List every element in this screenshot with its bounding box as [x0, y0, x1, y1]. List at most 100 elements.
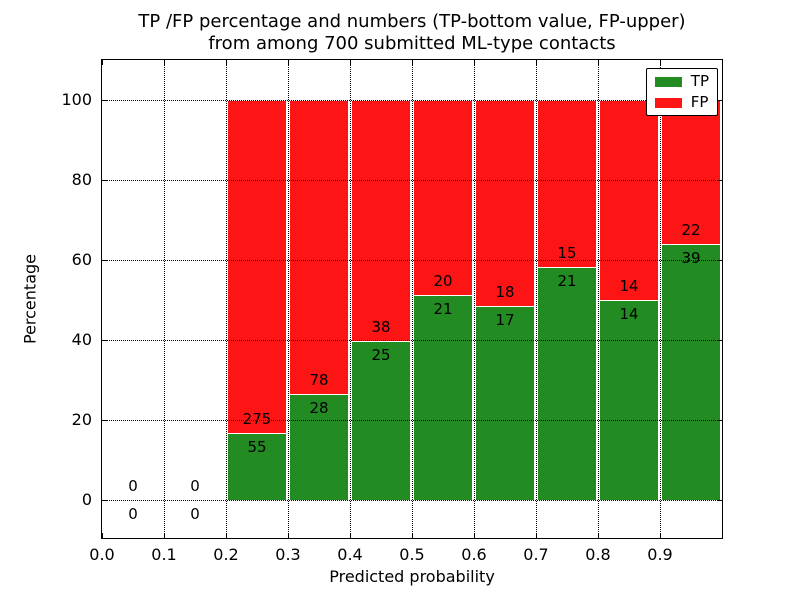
vertical-gridline [536, 60, 537, 538]
legend: TP FP [645, 68, 718, 116]
fp-count-label: 0 [190, 477, 200, 495]
legend-swatch-tp-icon [654, 76, 682, 87]
tp-count-label: 0 [190, 505, 200, 523]
x-tick-mark [411, 533, 413, 538]
fp-count-label: 14 [619, 277, 639, 295]
x-tick-mark [163, 533, 165, 538]
y-tick-mark [102, 179, 107, 181]
vertical-gridline [598, 60, 599, 538]
bar-segment-fp [661, 100, 721, 245]
y-tick-mark [102, 259, 107, 261]
x-tick-mark [101, 533, 103, 538]
x-tick-mark-top [473, 60, 475, 65]
tp-count-label: 28 [309, 399, 329, 418]
bar-segment-fp [599, 100, 659, 300]
y-tick-mark [102, 499, 107, 501]
legend-item-tp: TP [654, 72, 709, 90]
tp-count-label: 21 [557, 271, 577, 290]
chart-title-line2: from among 700 submitted ML-type contact… [208, 33, 616, 54]
y-tick-label: 80 [71, 170, 92, 190]
x-tick-mark-top [349, 60, 351, 65]
plot-area: 0 0 0 0 275 55 78 28 38 25 20 21 18 17 15 21 14 14 22 39 TP… [101, 59, 723, 539]
vertical-gridline [164, 60, 165, 538]
x-tick-mark-top [597, 60, 599, 65]
y-tick-mark-right [717, 99, 722, 101]
tp-count-label: 0 [128, 505, 138, 523]
bar-segment-fp [227, 100, 287, 434]
chart-title: TP /FP percentage and numbers (TP-bottom… [102, 11, 722, 55]
tp-count-label: 55 [247, 438, 267, 457]
bar-segment-fp [413, 100, 473, 296]
fp-count-label: 275 [242, 410, 272, 429]
x-tick-label: 0.4 [337, 545, 363, 564]
y-tick-mark-right [717, 499, 722, 501]
y-tick-label: 20 [71, 410, 92, 430]
y-tick-mark-right [717, 259, 722, 261]
y-tick-label: 60 [71, 250, 92, 270]
y-tick-mark-right [717, 339, 722, 341]
x-tick-mark-top [287, 60, 289, 65]
x-tick-label: 0.8 [585, 545, 611, 564]
tp-count-label: 17 [495, 310, 515, 329]
fp-count-label: 20 [433, 272, 453, 291]
fp-count-label: 38 [371, 318, 391, 337]
fp-count-label: 0 [128, 477, 138, 495]
legend-swatch-fp-icon [654, 97, 682, 108]
chart-title-line1: TP /FP percentage and numbers (TP-bottom… [138, 11, 686, 32]
y-tick-label: 0 [81, 490, 92, 510]
tp-count-label: 21 [433, 300, 453, 319]
bar-segment-tp [661, 244, 721, 500]
x-tick-mark [535, 533, 537, 538]
vertical-gridline [288, 60, 289, 538]
y-tick-mark [102, 339, 107, 341]
bar-segment-tp [537, 266, 597, 500]
x-tick-mark-top [535, 60, 537, 65]
bar-segment-fp [537, 100, 597, 267]
x-tick-label: 0.3 [275, 545, 301, 564]
tp-count-label: 14 [619, 305, 639, 323]
bar-segment-fp [289, 100, 349, 395]
x-tick-mark-top [225, 60, 227, 65]
fp-count-label: 15 [557, 243, 577, 262]
bar-segment-tp [475, 305, 535, 500]
bar-segment-fp [351, 100, 411, 342]
x-tick-label: 0.2 [213, 545, 239, 564]
vertical-gridline [474, 60, 475, 538]
bar-segment-fp [475, 100, 535, 306]
y-tick-mark-right [717, 179, 722, 181]
legend-item-fp: FP [654, 93, 709, 111]
tp-count-label: 25 [371, 346, 391, 365]
x-tick-label: 0.7 [523, 545, 549, 564]
bar-segment-tp [227, 433, 287, 500]
fp-count-label: 78 [309, 371, 329, 390]
bar-segment-tp [289, 394, 349, 500]
x-tick-mark [473, 533, 475, 538]
vertical-gridline [660, 60, 661, 538]
bar-segment-tp [599, 300, 659, 500]
legend-label-fp: FP [690, 93, 709, 111]
x-tick-mark-top [659, 60, 661, 65]
x-tick-label: 0.9 [647, 545, 673, 564]
bar-segment-tp [413, 295, 473, 500]
y-tick-mark-right [717, 419, 722, 421]
x-tick-label: 0.5 [399, 545, 425, 564]
x-tick-mark [287, 533, 289, 538]
x-axis-label: Predicted probability [329, 567, 495, 586]
x-tick-mark-top [411, 60, 413, 65]
vertical-gridline [350, 60, 351, 538]
legend-label-tp: TP [690, 72, 709, 90]
x-tick-label: 0.6 [461, 545, 487, 564]
x-tick-mark [349, 533, 351, 538]
vertical-gridline [226, 60, 227, 538]
x-tick-label: 0.1 [151, 545, 177, 564]
y-tick-label: 40 [71, 330, 92, 350]
x-tick-mark [225, 533, 227, 538]
x-tick-mark [659, 533, 661, 538]
vertical-gridline [412, 60, 413, 538]
fp-count-label: 18 [495, 282, 515, 301]
tp-count-label: 39 [681, 249, 701, 268]
fp-count-label: 22 [681, 221, 701, 240]
x-tick-mark-top [163, 60, 165, 65]
x-tick-label: 0.0 [89, 545, 115, 564]
